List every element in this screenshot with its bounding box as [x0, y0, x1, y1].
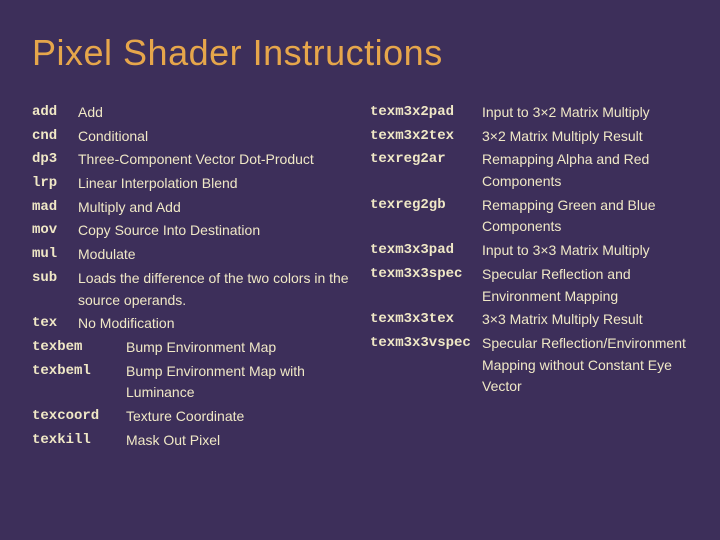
instruction-mnemonic: texm3x2tex	[370, 126, 482, 148]
instruction-mnemonic: texcoord	[32, 406, 126, 428]
instruction-mnemonic: texm3x2pad	[370, 102, 482, 124]
instruction-description: Remapping Alpha and Red Components	[482, 149, 688, 192]
left-column: addAddcndConditionaldp3Three-Component V…	[32, 102, 350, 453]
instruction-mnemonic: texm3x3spec	[370, 264, 482, 307]
instruction-mnemonic: dp3	[32, 149, 78, 171]
instruction-entry: subLoads the difference of the two color…	[32, 268, 350, 311]
instruction-description: No Modification	[78, 313, 350, 335]
right-column: texm3x2padInput to 3×2 Matrix Multiplyte…	[370, 102, 688, 453]
instruction-mnemonic: lrp	[32, 173, 78, 195]
instruction-description: Modulate	[78, 244, 350, 266]
instruction-mnemonic: texm3x3vspec	[370, 333, 482, 398]
instruction-entry: texcoordTexture Coordinate	[32, 406, 350, 428]
instruction-entry: texreg2gbRemapping Green and Blue Compon…	[370, 195, 688, 238]
instruction-description: Add	[78, 102, 350, 124]
instruction-entry: texm3x2tex3×2 Matrix Multiply Result	[370, 126, 688, 148]
instruction-description: Loads the difference of the two colors i…	[78, 268, 350, 311]
instruction-mnemonic: texm3x3pad	[370, 240, 482, 262]
instruction-mnemonic: texkill	[32, 430, 126, 452]
instruction-entry: texNo Modification	[32, 313, 350, 335]
instruction-entry: texbemBump Environment Map	[32, 337, 350, 359]
instruction-entry: texbemlBump Environment Map with Luminan…	[32, 361, 350, 404]
instruction-entry: mulModulate	[32, 244, 350, 266]
instruction-mnemonic: texbem	[32, 337, 126, 359]
instruction-description: Specular Reflection and Environment Mapp…	[482, 264, 688, 307]
instruction-entry: texm3x3specSpecular Reflection and Envir…	[370, 264, 688, 307]
instruction-description: Input to 3×3 Matrix Multiply	[482, 240, 688, 262]
instruction-mnemonic: texm3x3tex	[370, 309, 482, 331]
slide-title: Pixel Shader Instructions	[32, 32, 688, 74]
instruction-description: 3×2 Matrix Multiply Result	[482, 126, 688, 148]
instruction-mnemonic: tex	[32, 313, 78, 335]
instruction-description: Mask Out Pixel	[126, 430, 350, 452]
instruction-entry: lrpLinear Interpolation Blend	[32, 173, 350, 195]
instruction-mnemonic: mad	[32, 197, 78, 219]
instruction-mnemonic: mov	[32, 220, 78, 242]
instruction-entry: movCopy Source Into Destination	[32, 220, 350, 242]
instruction-description: Conditional	[78, 126, 350, 148]
instruction-entry: madMultiply and Add	[32, 197, 350, 219]
instruction-description: Copy Source Into Destination	[78, 220, 350, 242]
instruction-mnemonic: sub	[32, 268, 78, 311]
instruction-entry: texm3x3vspecSpecular Reflection/Environm…	[370, 333, 688, 398]
instruction-mnemonic: texreg2gb	[370, 195, 482, 238]
instruction-mnemonic: texbeml	[32, 361, 126, 404]
instruction-entry: cndConditional	[32, 126, 350, 148]
instruction-description: Specular Reflection/Environment Mapping …	[482, 333, 688, 398]
instruction-description: Texture Coordinate	[126, 406, 350, 428]
instruction-description: Input to 3×2 Matrix Multiply	[482, 102, 688, 124]
instruction-entry: addAdd	[32, 102, 350, 124]
instruction-entry: texkillMask Out Pixel	[32, 430, 350, 452]
instruction-description: Remapping Green and Blue Components	[482, 195, 688, 238]
instruction-entry: texreg2arRemapping Alpha and Red Compone…	[370, 149, 688, 192]
instruction-entry: dp3Three-Component Vector Dot-Product	[32, 149, 350, 171]
instruction-entry: texm3x3padInput to 3×3 Matrix Multiply	[370, 240, 688, 262]
instruction-description: Three-Component Vector Dot-Product	[78, 149, 350, 171]
slide: Pixel Shader Instructions addAddcndCondi…	[0, 0, 720, 540]
instruction-mnemonic: add	[32, 102, 78, 124]
instruction-description: Linear Interpolation Blend	[78, 173, 350, 195]
instruction-description: Bump Environment Map	[126, 337, 350, 359]
instruction-mnemonic: cnd	[32, 126, 78, 148]
instruction-description: Multiply and Add	[78, 197, 350, 219]
instruction-entry: texm3x2padInput to 3×2 Matrix Multiply	[370, 102, 688, 124]
instruction-entry: texm3x3tex3×3 Matrix Multiply Result	[370, 309, 688, 331]
columns: addAddcndConditionaldp3Three-Component V…	[32, 102, 688, 453]
instruction-mnemonic: mul	[32, 244, 78, 266]
instruction-description: 3×3 Matrix Multiply Result	[482, 309, 688, 331]
instruction-mnemonic: texreg2ar	[370, 149, 482, 192]
instruction-description: Bump Environment Map with Luminance	[126, 361, 350, 404]
